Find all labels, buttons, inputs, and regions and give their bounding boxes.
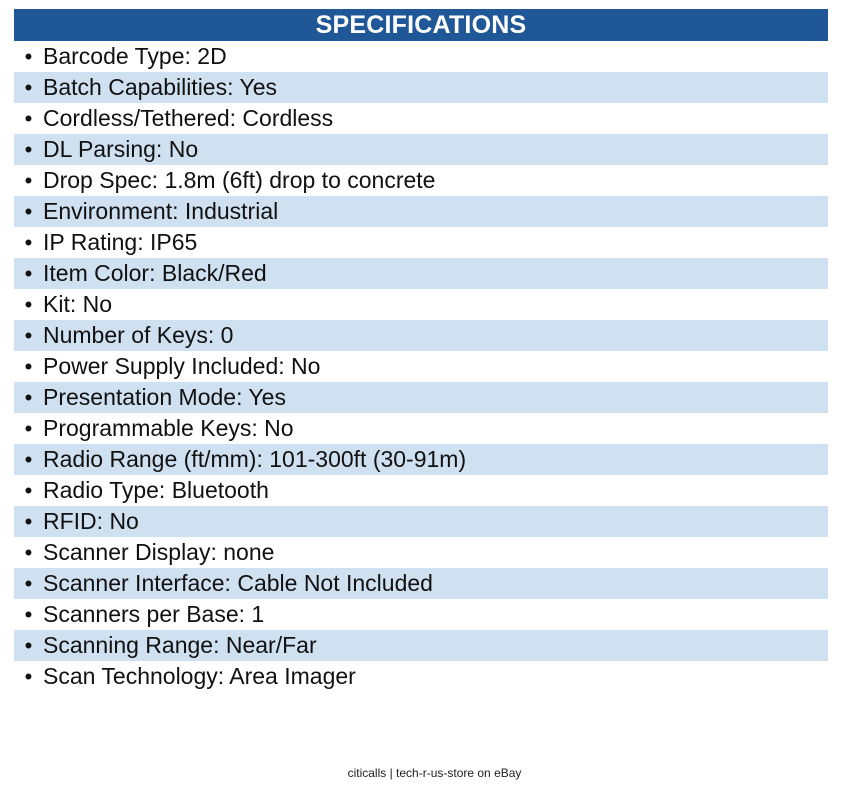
bullet-icon: •	[24, 602, 33, 627]
bullet-icon: •	[24, 168, 33, 193]
spec-text: Environment: Industrial	[43, 198, 279, 224]
spec-row: • Item Color: Black/Red	[14, 258, 828, 289]
bullet-icon: •	[24, 509, 33, 534]
bullet-icon: •	[24, 633, 33, 658]
spec-text: Item Color: Black/Red	[43, 260, 267, 286]
spec-row: • Programmable Keys: No	[14, 413, 828, 444]
spec-text: Scanning Range: Near/Far	[43, 632, 317, 658]
spec-row: • IP Rating: IP65	[14, 227, 828, 258]
spec-row: • Barcode Type: 2D	[14, 41, 828, 72]
spec-row: • Scanners per Base: 1	[14, 599, 828, 630]
spec-row: • Radio Type: Bluetooth	[14, 475, 828, 506]
bullet-icon: •	[24, 292, 33, 317]
spec-row: • Scanner Display: none	[14, 537, 828, 568]
bullet-icon: •	[24, 44, 33, 69]
spec-text: Kit: No	[43, 291, 113, 317]
bullet-icon: •	[24, 199, 33, 224]
spec-text: Number of Keys: 0	[43, 322, 234, 348]
bullet-icon: •	[24, 137, 33, 162]
spec-row: • Scanning Range: Near/Far	[14, 630, 828, 661]
spec-text: DL Parsing: No	[43, 136, 199, 162]
bullet-icon: •	[24, 230, 33, 255]
spec-text: Scanners per Base: 1	[43, 601, 265, 627]
spec-row: • Kit: No	[14, 289, 828, 320]
spec-text: Scanner Interface: Cable Not Included	[43, 570, 433, 596]
specifications-header: SPECIFICATIONS	[14, 9, 828, 41]
bullet-icon: •	[24, 540, 33, 565]
bullet-icon: •	[24, 106, 33, 131]
footer-credit: citicalls | tech-r-us-store on eBay	[347, 766, 522, 780]
bullet-icon: •	[24, 571, 33, 596]
bullet-icon: •	[24, 447, 33, 472]
spec-text: Barcode Type: 2D	[43, 43, 227, 69]
bullet-icon: •	[24, 664, 33, 689]
spec-text: Drop Spec: 1.8m (6ft) drop to concrete	[43, 167, 436, 193]
spec-row: • Scan Technology: Area Imager	[14, 661, 828, 692]
spec-text: Radio Range (ft/mm): 101-300ft (30-91m)	[43, 446, 467, 472]
spec-text: IP Rating: IP65	[43, 229, 198, 255]
spec-text: Programmable Keys: No	[43, 415, 294, 441]
spec-row: • Power Supply Included: No	[14, 351, 828, 382]
spec-row: • Batch Capabilities: Yes	[14, 72, 828, 103]
spec-text: Radio Type: Bluetooth	[43, 477, 269, 503]
spec-text: Scan Technology: Area Imager	[43, 663, 356, 689]
spec-row: • Presentation Mode: Yes	[14, 382, 828, 413]
bullet-icon: •	[24, 416, 33, 441]
spec-text: RFID: No	[43, 508, 139, 534]
spec-row: • Drop Spec: 1.8m (6ft) drop to concrete	[14, 165, 828, 196]
bullet-icon: •	[24, 354, 33, 379]
bullet-icon: •	[24, 385, 33, 410]
specifications-list: • Barcode Type: 2D • Batch Capabilities: Ye…	[14, 41, 828, 692]
spec-text: Cordless/Tethered: Cordless	[43, 105, 334, 131]
spec-text: Power Supply Included: No	[43, 353, 321, 379]
bullet-icon: •	[24, 75, 33, 100]
spec-row: • RFID: No	[14, 506, 828, 537]
spec-text: Scanner Display: none	[43, 539, 275, 565]
spec-row: • Radio Range (ft/mm): 101-300ft (30-91m)	[14, 444, 828, 475]
spec-row: • DL Parsing: No	[14, 134, 828, 165]
spec-row: • Scanner Interface: Cable Not Included	[14, 568, 828, 599]
spec-row: • Cordless/Tethered: Cordless	[14, 103, 828, 134]
spec-text: Presentation Mode: Yes	[43, 384, 286, 410]
bullet-icon: •	[24, 323, 33, 348]
bullet-icon: •	[24, 478, 33, 503]
spec-text: Batch Capabilities: Yes	[43, 74, 277, 100]
spec-row: • Environment: Industrial	[14, 196, 828, 227]
spec-row: • Number of Keys: 0	[14, 320, 828, 351]
bullet-icon: •	[24, 261, 33, 286]
